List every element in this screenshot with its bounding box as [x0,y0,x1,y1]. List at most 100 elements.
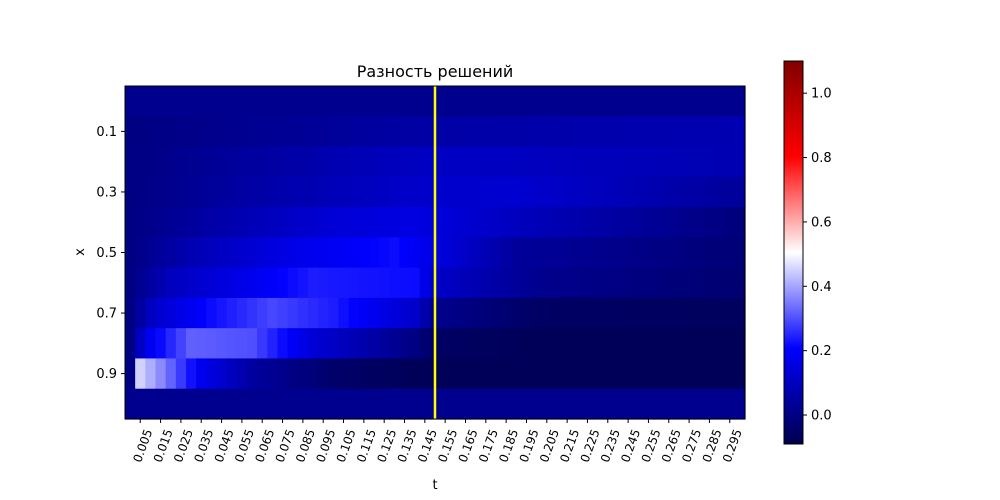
heatmap-cell [633,116,644,148]
heatmap-cell [633,207,644,238]
heatmap-cell [399,207,411,238]
heatmap-cell [338,267,350,299]
heatmap-cell [541,207,553,238]
heatmap-cell [389,237,401,269]
heatmap-cell [267,176,279,208]
heatmap-cell [185,237,197,269]
heatmap-cell [125,86,136,117]
heatmap-cell [307,358,319,390]
heatmap-cell [368,237,380,269]
heatmap-cell [572,207,583,238]
heatmap-cell [684,176,695,208]
heatmap-cell [287,146,299,178]
heatmap-cell [663,237,675,269]
heatmap-cell [257,116,268,148]
heatmap-cell [684,146,695,178]
heatmap-cell [572,116,583,148]
heatmap-cell [592,116,604,148]
heatmap-cell [277,267,289,299]
heatmap-cell [389,328,401,360]
heatmap-cell [328,176,340,208]
heatmap-cell [633,267,644,299]
heatmap-cell [511,237,522,269]
heatmap-cell [551,297,563,329]
heatmap-cell [297,267,309,299]
heatmap-cell [348,86,360,117]
heatmap-cell [612,267,624,299]
heatmap-cell [673,207,685,238]
heatmap-cell [379,358,390,390]
heatmap-cell [521,146,533,178]
heatmap-cell [358,297,370,329]
heatmap-cell [673,86,685,117]
heatmap-cell [501,86,512,117]
heatmap-cell [287,328,299,360]
heatmap-cell [521,297,533,329]
heatmap-cell [460,388,472,420]
heatmap-cell [257,358,268,390]
heatmap-cell [460,86,472,117]
heatmap-cell [734,207,746,238]
heatmap-cell [358,237,370,269]
heatmap-cell [582,328,594,360]
heatmap-cell [236,297,248,329]
heatmap-cell [145,207,157,238]
heatmap-cell [531,358,543,390]
heatmap-cell [297,297,309,329]
heatmap-cell [541,176,553,208]
heatmap-cell [714,176,726,208]
heatmap-cell [277,297,289,329]
heatmap-cell [196,297,207,329]
heatmap-cell [358,146,370,178]
colorbar-tick-label: 0.4 [811,280,832,295]
heatmap-cell [368,267,380,299]
heatmap-cell [511,86,522,117]
heatmap-cell [572,388,583,420]
heatmap-cell [724,207,736,238]
heatmap-cell [185,146,197,178]
heatmap-cell [572,237,583,269]
heatmap-cell [419,176,431,208]
heatmap-cell [246,267,258,299]
heatmap-cell [175,237,187,269]
heatmap-cell [633,328,644,360]
heatmap-cell [145,297,157,329]
heatmap-cell [592,267,604,299]
heatmap-cell [531,176,543,208]
heatmap-cell [694,116,705,148]
heatmap-cell [480,176,492,208]
heatmap-cell [358,86,370,117]
heatmap-cell [440,237,451,269]
heatmap-cell [643,237,655,269]
heatmap-cell [734,237,746,269]
heatmap-cell [216,237,228,269]
heatmap-cell [623,116,634,148]
heatmap-cell [358,267,370,299]
heatmap-cell [684,388,695,420]
heatmap-cell [541,358,553,390]
heatmap-cell [602,328,614,360]
heatmap-cell [267,267,279,299]
heatmap-cell [155,176,167,208]
heatmap-cell [216,267,228,299]
heatmap-cell [236,237,248,269]
heatmap-cell [714,86,726,117]
heatmap-cell [460,207,472,238]
heatmap-cell [623,328,634,360]
heatmap-cell [246,388,258,420]
heatmap-cell [348,297,360,329]
heatmap-cell [501,116,512,148]
heatmap-cell [206,146,218,178]
heatmap-cell [155,146,167,178]
heatmap-cell [379,328,390,360]
heatmap-cell [602,267,614,299]
heatmap-cell [368,176,380,208]
heatmap-cell [582,146,594,178]
heatmap-cell [358,358,370,390]
heatmap-cell [501,146,512,178]
heatmap-cell [328,267,340,299]
heatmap-cell [145,328,157,360]
heatmap-cell [419,237,431,269]
heatmap-cell [490,237,502,269]
heatmap-cell [125,297,136,329]
